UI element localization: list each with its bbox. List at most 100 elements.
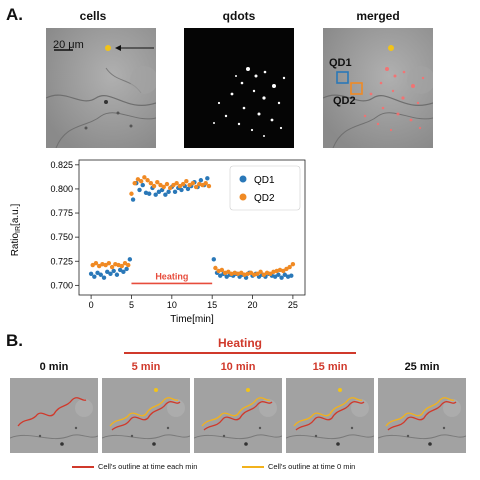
panel-a-letter: A. — [6, 5, 23, 24]
point-qd1 — [279, 275, 284, 280]
point-qd2 — [171, 182, 176, 188]
point-qd1 — [98, 272, 103, 277]
point-qd1 — [156, 189, 162, 195]
point-qd1 — [166, 189, 171, 195]
point-qd2 — [287, 264, 292, 270]
point-qd2 — [184, 179, 189, 184]
chart-legend: QD1 QD2 — [229, 165, 301, 211]
y-tick-label: 0.725 — [50, 256, 73, 266]
point-qd1 — [95, 270, 100, 276]
point-qd2 — [164, 181, 170, 187]
point-qd2 — [126, 262, 131, 268]
point-qd2 — [96, 263, 102, 269]
legend-red-text: Cell's outline at time each min — [98, 462, 198, 471]
merged-image — [323, 28, 433, 148]
point-qd2 — [226, 269, 231, 275]
x-axis-label: Time[min] — [170, 314, 214, 325]
point-qd2 — [109, 264, 115, 270]
point-qd1 — [140, 182, 145, 188]
legend-yellow-text: Cell's outline at time 0 min — [268, 462, 356, 471]
point-qd2 — [158, 182, 163, 188]
point-qd1 — [124, 266, 129, 272]
point-qd1 — [130, 197, 136, 202]
point-qd2 — [119, 263, 124, 269]
point-qd2 — [106, 260, 112, 266]
frame-5min — [102, 378, 190, 453]
heating-annotation-label: Heating — [155, 271, 188, 281]
point-qd1 — [117, 267, 123, 273]
legend-label-qd2: QD2 — [254, 193, 275, 204]
point-qd2 — [239, 270, 244, 276]
time-label-15: 15 min — [312, 361, 348, 373]
cells-title: cells — [79, 9, 107, 23]
point-qd2 — [284, 266, 289, 272]
frame-15min — [286, 378, 374, 453]
qdots-title: qdots — [222, 9, 256, 23]
point-qd2 — [281, 268, 286, 274]
point-qd2 — [206, 183, 212, 189]
point-qd1 — [108, 271, 113, 276]
point-qd1 — [282, 272, 288, 277]
ratio-chart: 0 5 10 15 20 25 0.700 0.725 0.750 0.775 0.800 0.825… — [10, 159, 306, 325]
point-qd2 — [193, 184, 199, 190]
time-label-0: 0 min — [39, 361, 69, 373]
panel-b-letter: B. — [6, 331, 23, 350]
frame-0min — [10, 378, 98, 453]
point-qd1 — [185, 186, 191, 192]
time-label-5: 5 min — [131, 361, 161, 373]
y-tick-label: 0.825 — [50, 160, 73, 170]
point-qd1 — [211, 257, 216, 262]
frame-10min — [194, 378, 282, 453]
point-qd2 — [248, 270, 254, 276]
point-qd2 — [155, 179, 160, 185]
point-qd2 — [168, 185, 173, 191]
point-qd2 — [200, 182, 205, 188]
point-qd2 — [219, 267, 225, 273]
x-tick-label: 0 — [89, 300, 94, 310]
qd2-label: QD2 — [333, 95, 356, 107]
merged-title: merged — [356, 9, 400, 23]
qdots-image — [184, 28, 294, 148]
x-tick-label: 15 — [207, 300, 217, 310]
time-label-10: 10 min — [220, 361, 256, 373]
point-qd2 — [132, 180, 137, 186]
qd1-label: QD1 — [329, 57, 352, 69]
point-qd1 — [224, 274, 229, 279]
y-tick-label: 0.775 — [50, 208, 73, 218]
legend-dot-qd1 — [239, 175, 247, 183]
point-qd1 — [179, 187, 184, 193]
point-qd2 — [177, 183, 183, 189]
point-qd2 — [161, 184, 166, 190]
time-label-25: 25 min — [404, 361, 440, 373]
point-qd2 — [180, 181, 186, 187]
x-tick-label: 10 — [167, 300, 177, 310]
point-qd1 — [121, 269, 126, 275]
heating-bar — [124, 352, 356, 354]
point-qd1 — [92, 274, 97, 279]
point-qd1 — [101, 275, 107, 280]
point-qd1 — [205, 176, 210, 181]
point-qd1 — [198, 178, 204, 183]
point-qd2 — [93, 260, 99, 266]
point-qd1 — [272, 274, 278, 279]
point-qd1 — [153, 192, 158, 197]
point-qd2 — [90, 262, 95, 268]
point-qd1 — [105, 269, 110, 275]
point-qd2 — [122, 260, 128, 266]
point-qd1 — [276, 272, 281, 277]
point-qd1 — [172, 189, 178, 195]
scale-bar-label: 20 μm — [53, 39, 84, 51]
x-tick-label: 20 — [248, 300, 258, 310]
point-qd2 — [190, 180, 196, 186]
point-qd2 — [142, 175, 147, 180]
point-qd2 — [103, 262, 108, 268]
point-qd2 — [135, 177, 141, 182]
point-qd1 — [114, 272, 120, 277]
point-qd1 — [137, 187, 142, 193]
legend-label-qd1: QD1 — [254, 175, 275, 186]
point-qd2 — [255, 271, 260, 276]
point-qd2 — [151, 183, 157, 189]
point-qd2 — [213, 265, 218, 271]
point-qd1 — [218, 273, 223, 278]
point-qd1 — [111, 268, 116, 274]
